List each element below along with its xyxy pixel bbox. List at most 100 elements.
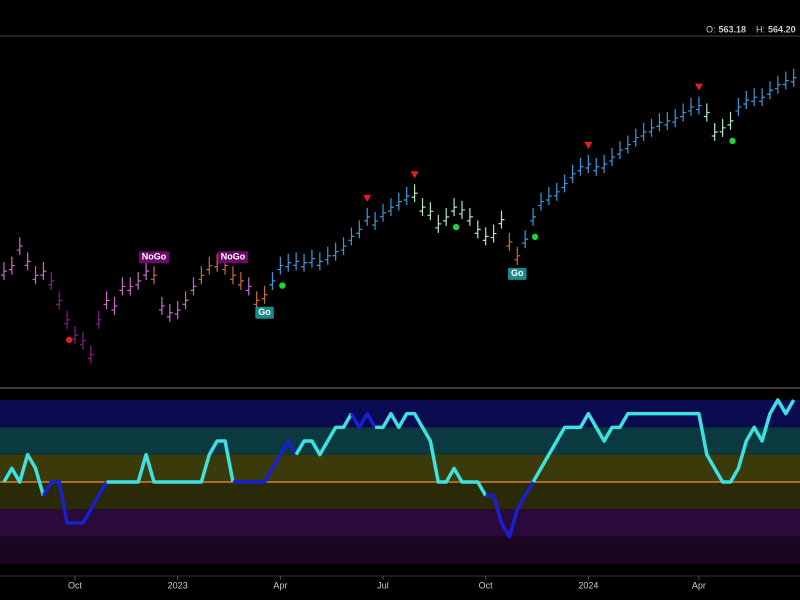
price-bar (190, 277, 197, 296)
oscillator-line (485, 481, 535, 539)
x-tick-label: 2024 (578, 580, 598, 590)
oscillator-line (349, 411, 377, 430)
price-bar (348, 227, 355, 246)
price-bar (751, 88, 758, 107)
price-bar (95, 310, 102, 329)
price-bar (403, 187, 410, 205)
price-bar (427, 202, 434, 221)
price-bar (40, 262, 47, 281)
oscillator-band (0, 536, 800, 564)
price-bar (143, 262, 150, 281)
price-bar (466, 207, 473, 226)
oscillator-line (294, 412, 353, 457)
price-bar (229, 266, 236, 285)
annotation-label: Go (511, 268, 524, 278)
price-bar (782, 71, 789, 90)
signal-triangle (584, 142, 593, 149)
price-bar (285, 253, 292, 272)
price-bar (735, 97, 742, 116)
price-bar (64, 310, 71, 329)
price-bar (624, 135, 631, 154)
x-tick-label: 2023 (168, 580, 188, 590)
price-bar (727, 111, 734, 130)
price-bar (522, 230, 529, 249)
signal-dot (729, 137, 736, 145)
price-bar (561, 174, 568, 193)
signal-triangle (363, 194, 372, 202)
price-bar (198, 266, 205, 285)
price-bar (395, 192, 402, 211)
price-bar (569, 164, 576, 183)
price-bar (530, 207, 537, 226)
price-bar (656, 113, 663, 132)
price-bar (16, 237, 23, 256)
price-bar (301, 253, 308, 272)
price-bar (743, 91, 750, 109)
annotation-label: NoGo (221, 252, 246, 262)
ohlc-header: O:563.18H:564.20L:55 (706, 24, 796, 34)
price-bar (537, 192, 544, 211)
price-bar (111, 296, 118, 315)
price-bar (356, 220, 363, 239)
price-bar (32, 266, 39, 285)
signal-dot (452, 223, 460, 231)
signal-dot (279, 282, 286, 289)
price-bar (48, 271, 55, 290)
oscillator-band (0, 482, 800, 510)
price-bar (87, 345, 94, 364)
annotation-box (508, 267, 527, 280)
price-bar (474, 220, 481, 239)
quote-label: O: (706, 24, 716, 34)
price-bar (711, 123, 718, 141)
price-bar (324, 246, 331, 265)
oscillator-line (375, 411, 488, 497)
price-bar (380, 203, 387, 222)
price-bar (451, 198, 458, 217)
price-bar (127, 277, 134, 296)
oscillator-background (0, 400, 800, 564)
price-bar (182, 291, 189, 310)
price-bar (585, 155, 592, 173)
price-bar (506, 232, 513, 251)
price-bar (277, 256, 284, 275)
price-bar (316, 252, 323, 271)
price-bar (458, 200, 465, 219)
quote-value: 563.18 (719, 24, 747, 34)
price-bar (103, 291, 110, 310)
x-tick-label: Apr (273, 580, 287, 590)
price-bar (498, 210, 505, 229)
quote-label: H: (756, 24, 765, 34)
oscillator-line (232, 439, 298, 484)
price-bar (545, 187, 552, 205)
price-bar (253, 291, 260, 310)
price-bar (616, 141, 623, 160)
price-bar (766, 81, 773, 100)
price-bar (443, 207, 450, 226)
price-bar (664, 111, 671, 130)
price-bar (719, 118, 726, 137)
price-bar (601, 155, 608, 173)
annotation-box (138, 251, 170, 264)
price-bar (648, 118, 655, 137)
price-bar (632, 128, 639, 147)
signal-triangle (694, 83, 703, 91)
price-bar (8, 256, 15, 275)
price-bar (387, 198, 394, 217)
price-bar (308, 249, 315, 268)
oscillator-line (106, 439, 235, 484)
price-bar (237, 271, 244, 290)
price-bar (411, 184, 418, 203)
oscillator-band (0, 454, 800, 482)
price-bar (150, 266, 157, 285)
price-bar (79, 331, 86, 350)
price-bar (340, 237, 347, 256)
price-bar (119, 277, 126, 296)
price-bar (72, 326, 79, 345)
price-bar (577, 157, 584, 176)
annotation-label: Go (258, 307, 271, 317)
price-bar (680, 103, 687, 122)
oscillator-line (2, 452, 46, 497)
price-bar (553, 182, 560, 201)
annotation-box (217, 251, 249, 264)
price-bar (490, 224, 497, 243)
